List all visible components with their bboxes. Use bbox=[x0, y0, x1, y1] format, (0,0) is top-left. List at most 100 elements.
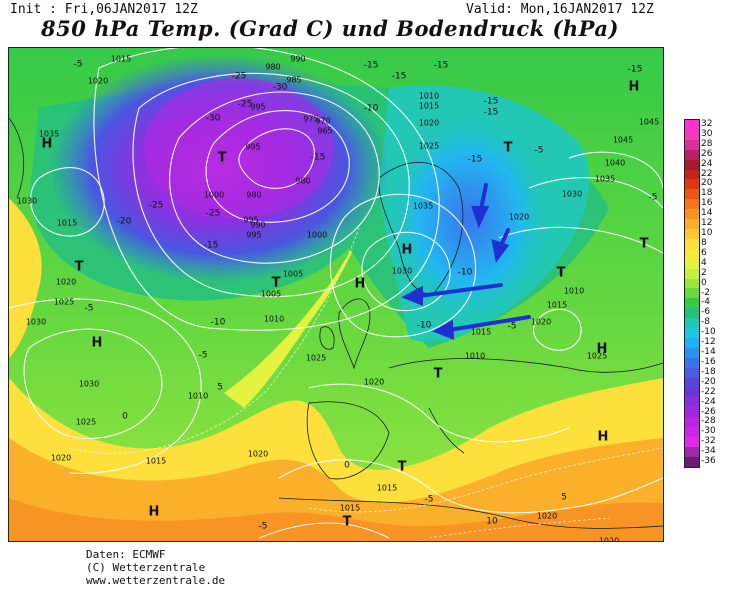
color-scale-label: 12 bbox=[701, 218, 713, 229]
pressure-label: 1030 bbox=[392, 267, 412, 276]
pressure-system-marker: H bbox=[598, 430, 609, 445]
pressure-system-markers: H T T T H H H T H T T H T T T H H bbox=[42, 80, 649, 530]
pressure-label: 995 bbox=[246, 231, 261, 240]
temperature-label: 0 bbox=[122, 412, 128, 422]
color-scale-label: 16 bbox=[701, 198, 713, 209]
color-scale-swatch bbox=[685, 169, 699, 180]
color-scale-label: -18 bbox=[701, 366, 716, 377]
color-scale-swatch bbox=[685, 268, 699, 279]
pressure-label: 1025 bbox=[419, 142, 439, 151]
color-scale-label: -22 bbox=[701, 386, 716, 397]
color-scale-swatch bbox=[685, 367, 699, 378]
color-scale-swatch bbox=[685, 387, 699, 398]
pressure-label: 965 bbox=[317, 127, 332, 136]
pressure-label: 990 bbox=[290, 55, 305, 64]
pressure-label: 1010 bbox=[419, 92, 439, 101]
warm-air-zone-2 bbox=[9, 438, 663, 541]
warm-tongue-atlantic bbox=[224, 228, 364, 408]
color-scale-label: -10 bbox=[701, 327, 716, 338]
color-scale-label: -8 bbox=[701, 317, 710, 328]
temperature-label: -20 bbox=[117, 217, 132, 227]
isobar-low-inner bbox=[238, 128, 315, 189]
pressure-label: 1020 bbox=[248, 450, 268, 459]
temperature-label: -5 bbox=[508, 322, 517, 332]
temperature-label: -10 bbox=[364, 104, 379, 114]
isobar-1020-south bbox=[278, 459, 663, 514]
color-scale-label: 4 bbox=[701, 257, 707, 268]
pressure-label: 1030 bbox=[26, 318, 46, 327]
credit-copyright: (C) Wetterzentrale bbox=[86, 561, 206, 574]
temperature-label: -5 bbox=[199, 351, 208, 361]
pressure-label: 1015 bbox=[111, 55, 131, 64]
color-scale-label: 0 bbox=[701, 277, 707, 288]
pressure-label: 995 bbox=[245, 143, 260, 152]
pressure-label: 1020 bbox=[419, 119, 439, 128]
pressure-label: 1025 bbox=[587, 352, 607, 361]
temperature-label: -15 bbox=[628, 65, 643, 75]
temperature-label: -15 bbox=[311, 153, 326, 163]
pressure-label: 1010 bbox=[465, 352, 485, 361]
color-scale-label: -34 bbox=[701, 446, 716, 457]
color-scale-label: 14 bbox=[701, 208, 713, 219]
color-scale-label: -16 bbox=[701, 356, 716, 367]
temperature-label: -25 bbox=[206, 209, 221, 219]
isotherm-5 bbox=[308, 447, 663, 513]
temperature-label: -15 bbox=[204, 241, 219, 251]
temperature-label: -10 bbox=[417, 321, 432, 331]
color-scale-label: 8 bbox=[701, 237, 707, 248]
temperature-label: -5 bbox=[535, 146, 544, 156]
temperature-label: -15 bbox=[484, 108, 499, 118]
pressure-system-marker: T bbox=[343, 515, 352, 530]
isobar-high-russia-3 bbox=[498, 226, 663, 254]
color-scale-swatch bbox=[685, 446, 699, 457]
pressure-label: 1030 bbox=[562, 190, 582, 199]
arrow-shaft-4 bbox=[447, 315, 531, 332]
pressure-system-marker: H bbox=[355, 277, 366, 292]
pressure-label: 1005 bbox=[261, 290, 281, 299]
pressure-label: 1020 bbox=[509, 213, 529, 222]
pressure-label: 985 bbox=[286, 76, 301, 85]
coast-north-africa bbox=[278, 497, 663, 529]
pressure-system-marker: H bbox=[629, 80, 640, 95]
coast-ireland bbox=[319, 326, 335, 350]
arrow-head-4 bbox=[432, 319, 455, 341]
temperature-label: -30 bbox=[206, 114, 221, 124]
temperature-label: -5 bbox=[259, 522, 268, 532]
pressure-label: 1015 bbox=[377, 484, 397, 493]
color-scale-swatch bbox=[685, 318, 699, 329]
pressure-label: 1020 bbox=[537, 512, 557, 521]
pressure-label: 1015 bbox=[57, 219, 77, 228]
isobar-low-outer bbox=[169, 91, 380, 264]
temperature-label: -30 bbox=[273, 83, 288, 93]
temperature-label: -15 bbox=[364, 61, 379, 71]
map-title: 850 hPa Temp. (Grad C) und Bodendruck (h… bbox=[41, 16, 619, 41]
isobar-high-azores-outer bbox=[9, 298, 202, 474]
temperature-contours bbox=[68, 227, 663, 539]
isobar-low-outer-3 bbox=[93, 48, 440, 331]
pressure-system-marker: H bbox=[92, 336, 103, 351]
isobar-high-north-sea-outer bbox=[329, 193, 477, 338]
pressure-system-marker: T bbox=[434, 367, 443, 382]
color-scale-swatch bbox=[685, 189, 699, 200]
color-scale-label: 10 bbox=[701, 228, 713, 239]
isobar-high-russia-2 bbox=[528, 177, 663, 209]
init-time-label: Init : Fri,06JAN2017 12Z bbox=[10, 2, 198, 17]
temperature-label: 5 bbox=[561, 493, 567, 503]
color-scale-label: -30 bbox=[701, 426, 716, 437]
coast-british-isles bbox=[338, 298, 371, 370]
pressure-system-marker: H bbox=[597, 342, 608, 357]
pressure-system-marker: H bbox=[42, 137, 53, 152]
color-scale-label: 6 bbox=[701, 247, 707, 258]
warm-air-zone-3 bbox=[9, 498, 663, 541]
color-scale-swatch bbox=[685, 397, 699, 408]
credit-website[interactable]: www.wetterzentrale.de bbox=[86, 574, 226, 587]
color-scale-label: -6 bbox=[701, 307, 710, 318]
temperature-label: -10 bbox=[211, 318, 226, 328]
coast-continent bbox=[388, 358, 663, 373]
data-credits: Daten: ECMWF (C) Wetterzentrale www.wett… bbox=[86, 548, 225, 587]
color-scale-label: 22 bbox=[701, 168, 713, 179]
color-scale-swatch bbox=[685, 377, 699, 388]
pressure-label: 1000 bbox=[307, 231, 327, 240]
color-scale-swatch bbox=[685, 209, 699, 220]
